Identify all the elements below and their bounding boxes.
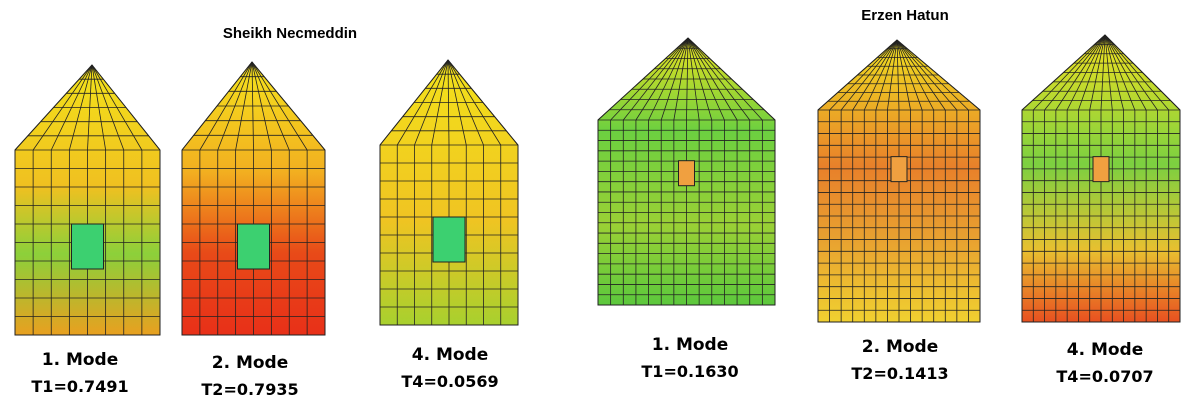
mode-shapes: 1. Mode T1=0.7491 2. Mode T2=0.7935 4. Mode T…	[14, 34, 1181, 399]
mode-label: 2. Mode	[212, 353, 289, 373]
period-label: T4=0.0569	[401, 372, 498, 391]
mode-label: 4. Mode	[1067, 340, 1144, 360]
mode-label: 4. Mode	[412, 345, 489, 365]
mode-shape: 1. Mode T1=0.7491	[14, 64, 161, 396]
period-label: T2=0.7935	[201, 380, 298, 399]
period-label: T2=0.1413	[851, 364, 948, 383]
group-title: Sheikh Necmeddin	[223, 25, 357, 42]
mode-shape: 4. Mode T4=0.0569	[379, 59, 519, 391]
mode-label: 1. Mode	[42, 350, 119, 370]
period-label: T4=0.0707	[1056, 367, 1153, 386]
group-title: Erzen Hatun	[861, 7, 949, 24]
mode-shape: 1. Mode T1=0.1630	[597, 37, 776, 381]
period-label: T1=0.7491	[31, 377, 128, 396]
mode-shape: 2. Mode T2=0.7935	[181, 61, 326, 399]
mode-shape: 2. Mode T2=0.1413	[817, 39, 981, 383]
opening	[71, 223, 104, 270]
mode-label: 2. Mode	[862, 337, 939, 357]
opening	[237, 223, 270, 270]
opening	[678, 160, 695, 187]
period-label: T1=0.1630	[641, 362, 738, 381]
opening	[1092, 156, 1110, 183]
mode-shape: 4. Mode T4=0.0707	[1021, 34, 1181, 386]
mode-label: 1. Mode	[652, 335, 729, 355]
opening	[890, 156, 908, 183]
opening	[432, 216, 466, 263]
